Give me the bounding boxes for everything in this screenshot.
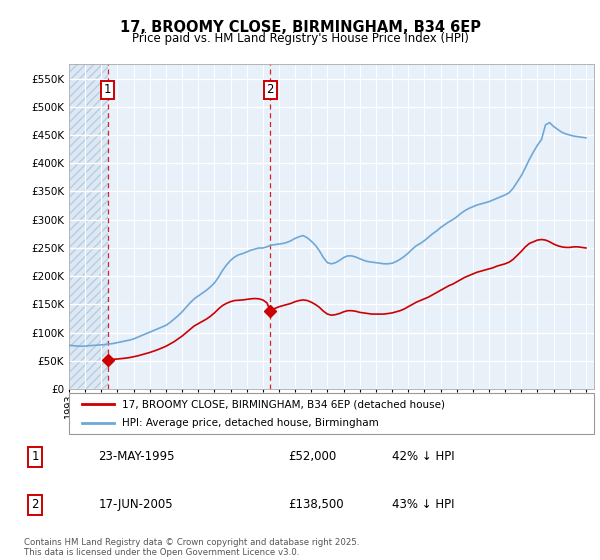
Text: 1: 1	[31, 450, 39, 463]
Text: 2: 2	[31, 498, 39, 511]
Text: 43% ↓ HPI: 43% ↓ HPI	[392, 498, 455, 511]
Text: 17, BROOMY CLOSE, BIRMINGHAM, B34 6EP (detached house): 17, BROOMY CLOSE, BIRMINGHAM, B34 6EP (d…	[121, 399, 445, 409]
Text: 17-JUN-2005: 17-JUN-2005	[98, 498, 173, 511]
Text: HPI: Average price, detached house, Birmingham: HPI: Average price, detached house, Birm…	[121, 418, 378, 428]
Text: 2: 2	[266, 83, 274, 96]
Text: 42% ↓ HPI: 42% ↓ HPI	[392, 450, 455, 463]
Text: Contains HM Land Registry data © Crown copyright and database right 2025.
This d: Contains HM Land Registry data © Crown c…	[24, 538, 359, 557]
Text: £52,000: £52,000	[289, 450, 337, 463]
Text: £138,500: £138,500	[289, 498, 344, 511]
Text: 17, BROOMY CLOSE, BIRMINGHAM, B34 6EP: 17, BROOMY CLOSE, BIRMINGHAM, B34 6EP	[119, 20, 481, 35]
Bar	[69, 64, 107, 389]
Text: Price paid vs. HM Land Registry's House Price Index (HPI): Price paid vs. HM Land Registry's House …	[131, 32, 469, 45]
Text: 1: 1	[104, 83, 112, 96]
Text: 23-MAY-1995: 23-MAY-1995	[98, 450, 175, 463]
